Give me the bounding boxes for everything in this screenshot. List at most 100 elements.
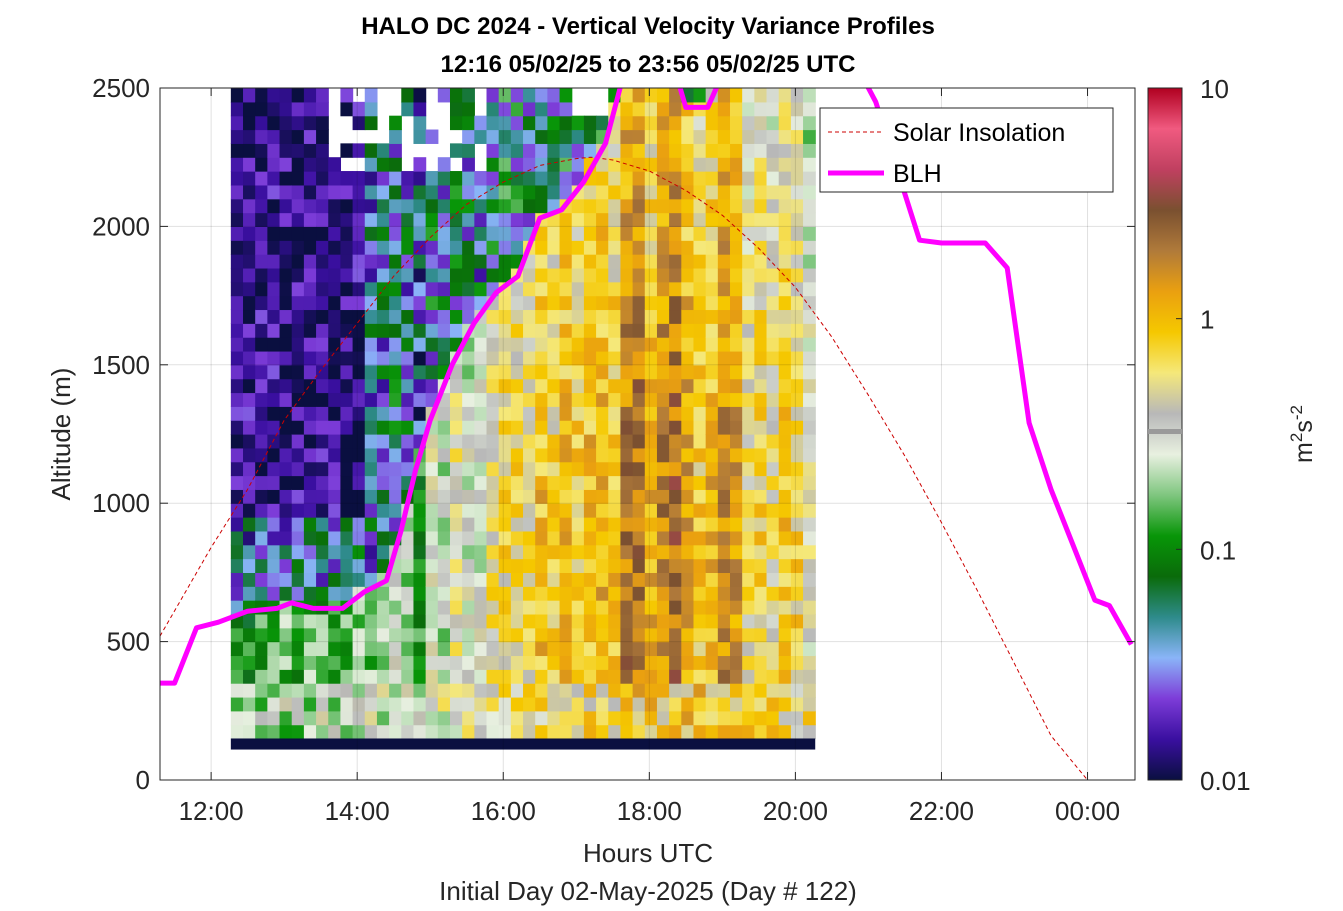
heatmap-cell	[328, 184, 342, 200]
heatmap-cell	[437, 420, 451, 435]
heatmap-cell	[413, 655, 427, 670]
heatmap-cell	[778, 337, 792, 352]
heatmap-cell	[340, 669, 354, 684]
heatmap-cell	[620, 129, 634, 144]
heatmap-cell	[523, 558, 536, 573]
heatmap-cell	[328, 212, 342, 227]
heatmap-cell	[571, 198, 585, 214]
heatmap-cell	[291, 696, 305, 712]
heatmap-cell	[510, 600, 524, 615]
heatmap-cell	[437, 683, 451, 698]
heatmap-cell	[583, 489, 597, 504]
heatmap-cell	[413, 420, 427, 435]
heatmap-cell	[571, 724, 585, 740]
heatmap-cell	[510, 198, 524, 214]
heatmap-cell	[510, 613, 524, 629]
heatmap-cell	[559, 254, 573, 269]
heatmap-cell	[681, 323, 695, 338]
heatmap-cell	[766, 489, 780, 504]
heatmap-cell	[559, 226, 573, 241]
heatmap-cell	[778, 613, 792, 629]
heatmap-bottom-row	[230, 738, 816, 750]
heatmap-cell	[352, 724, 366, 740]
heatmap-cell	[328, 447, 342, 463]
heatmap-cell	[705, 461, 719, 477]
heatmap-cell	[523, 212, 536, 227]
heatmap-cell	[425, 627, 439, 643]
heatmap-cell	[352, 544, 366, 560]
heatmap-cell	[644, 544, 658, 560]
heatmap-cell	[571, 406, 585, 421]
heatmap-cell	[474, 129, 488, 144]
heatmap-cell	[462, 489, 475, 504]
heatmap-cell	[267, 281, 281, 297]
heatmap-cell	[669, 475, 682, 490]
heatmap-cell	[620, 226, 634, 241]
heatmap-cell	[754, 254, 768, 269]
heatmap-cell	[754, 461, 768, 477]
heatmap-cell	[644, 212, 658, 227]
heatmap-cell	[486, 171, 500, 186]
heatmap-cell	[486, 309, 500, 324]
heatmap-cell	[340, 544, 354, 560]
heatmap-cell	[486, 600, 500, 615]
heatmap-cell	[742, 586, 755, 601]
colorbar-label-mid: s	[1290, 420, 1318, 433]
heatmap-cell	[620, 434, 634, 449]
heatmap-cell	[243, 226, 256, 241]
heatmap-cell	[596, 627, 609, 643]
heatmap-cell	[267, 544, 281, 560]
heatmap-cell	[778, 364, 792, 380]
heatmap-cell	[790, 226, 804, 241]
heatmap-cell	[535, 309, 548, 324]
heatmap-cell	[681, 544, 695, 560]
y-tick-label: 0	[136, 765, 150, 795]
heatmap-cell	[717, 420, 731, 435]
x-tick-label: 12:00	[179, 796, 244, 826]
heatmap-cell	[547, 392, 561, 407]
heatmap-cell	[523, 171, 536, 186]
heatmap-cell	[766, 364, 780, 380]
heatmap-cell	[730, 184, 743, 200]
heatmap-cell	[510, 212, 524, 227]
heatmap-cell	[547, 378, 561, 394]
heatmap-cell	[267, 101, 281, 117]
heatmap-cell	[401, 600, 415, 615]
heatmap-cell	[583, 267, 597, 283]
heatmap-cell	[742, 710, 755, 726]
heatmap-cell	[803, 696, 816, 712]
heatmap-cell	[803, 378, 816, 394]
heatmap-cell	[705, 489, 719, 504]
heatmap-cell	[669, 337, 682, 352]
heatmap-cell	[571, 558, 585, 573]
heatmap-cell	[413, 572, 427, 587]
heatmap-cell	[705, 517, 719, 532]
heatmap-cell	[425, 461, 439, 477]
heatmap-cell	[632, 641, 646, 657]
heatmap-cell	[535, 281, 548, 297]
heatmap-cell	[535, 572, 548, 587]
heatmap-cell	[790, 683, 804, 698]
heatmap-cell	[681, 198, 695, 214]
heatmap-cell	[620, 350, 634, 366]
heatmap-cell	[243, 641, 256, 657]
heatmap-cell	[230, 420, 244, 435]
heatmap-cell	[243, 295, 256, 311]
heatmap-cell	[486, 240, 500, 255]
heatmap-cell	[717, 364, 731, 380]
heatmap-cell	[267, 364, 281, 380]
heatmap-cell	[498, 710, 512, 726]
heatmap-cell	[681, 655, 695, 670]
heatmap-cell	[352, 226, 366, 241]
legend-label-solar: Solar Insolation	[893, 119, 1065, 147]
heatmap-cell	[730, 212, 743, 227]
heatmap-cell	[705, 447, 719, 463]
heatmap-cell	[425, 309, 439, 324]
heatmap-cell	[559, 143, 573, 158]
heatmap-cell	[303, 544, 317, 560]
heatmap-cell	[523, 101, 536, 117]
heatmap-cell	[486, 655, 500, 670]
heatmap-cell	[754, 226, 768, 241]
heatmap-cell	[535, 613, 548, 629]
